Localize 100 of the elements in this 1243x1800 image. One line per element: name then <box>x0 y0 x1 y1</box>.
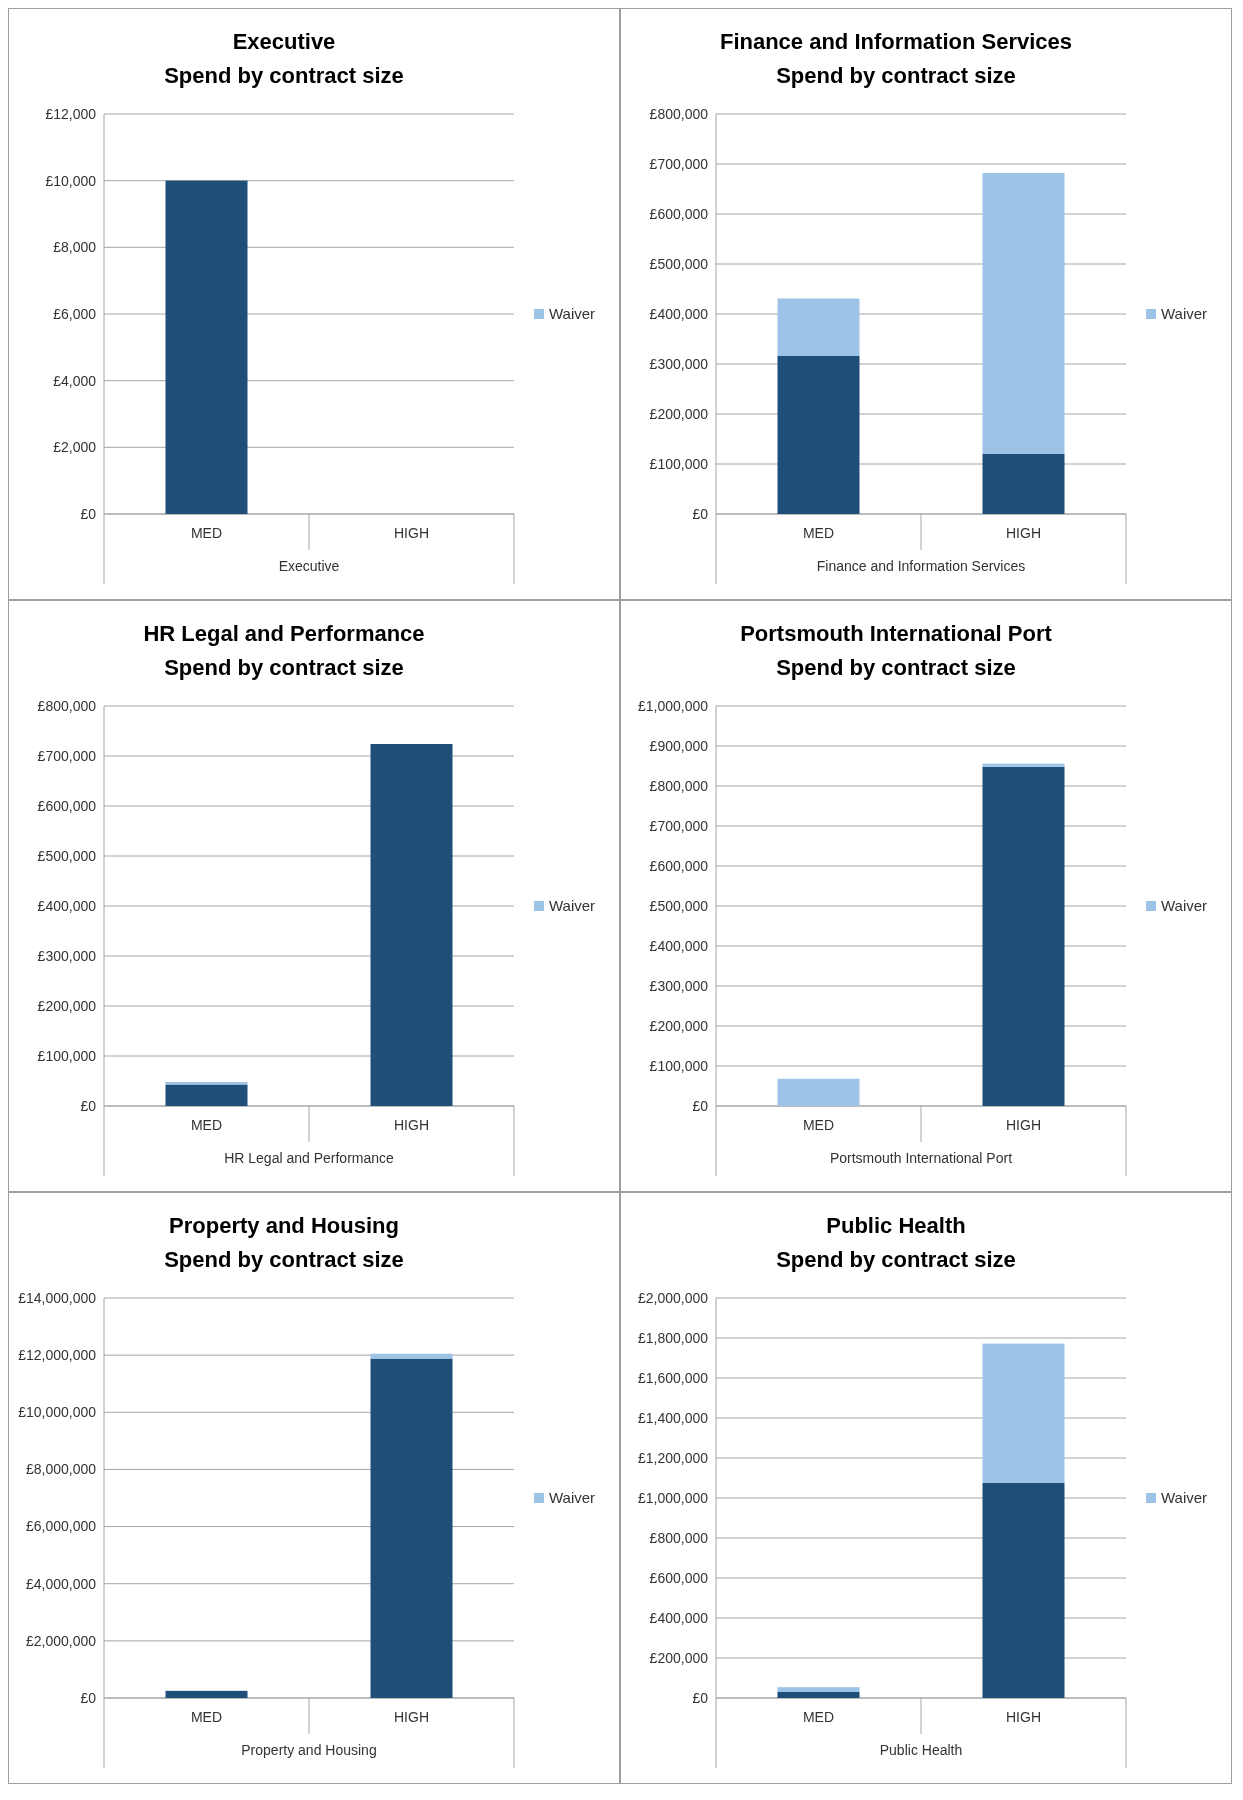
y-tick-label: £0 <box>80 505 97 522</box>
y-tick-label: £8,000 <box>53 239 97 256</box>
y-tick-label: £500,000 <box>649 897 709 914</box>
x-axis-title: Portsmouth International Port <box>829 1150 1013 1166</box>
y-tick-label: £2,000,000 <box>25 1632 97 1649</box>
x-tick-label: MED <box>190 1117 223 1133</box>
x-tick-label: HIGH <box>394 1709 429 1725</box>
chart-subtitle: Spend by contract size <box>776 63 1016 88</box>
x-axis-title: HR Legal and Performance <box>224 1150 395 1166</box>
bar <box>777 1687 860 1692</box>
y-tick-label: £1,200,000 <box>637 1449 709 1466</box>
y-tick-label: £400,000 <box>649 937 709 954</box>
y-tick-label: £100,000 <box>649 1057 709 1074</box>
y-tick-label: £10,000,000 <box>18 1404 97 1421</box>
x-tick-label: MED <box>802 1117 835 1133</box>
bar <box>165 1690 248 1698</box>
chart-title: Public Health <box>826 1213 966 1238</box>
x-axis-title: Public Health <box>879 1742 963 1758</box>
y-tick-label: £0 <box>80 1097 97 1114</box>
bar <box>370 1358 453 1698</box>
x-tick-label: HIGH <box>1006 1709 1041 1725</box>
y-tick-label: £600,000 <box>37 797 97 814</box>
y-tick-label: £4,000 <box>53 372 97 389</box>
bar <box>982 1483 1065 1698</box>
bar <box>777 298 860 356</box>
bar <box>982 454 1065 514</box>
y-tick-label: £1,400,000 <box>637 1409 709 1426</box>
x-tick-label: HIGH <box>394 1117 429 1133</box>
bar <box>982 1343 1065 1483</box>
y-tick-label: £200,000 <box>649 405 709 422</box>
y-tick-label: £1,600,000 <box>637 1369 709 1386</box>
y-tick-label: £600,000 <box>649 205 709 222</box>
y-tick-label: £100,000 <box>37 1047 97 1064</box>
y-tick-label: £100,000 <box>649 455 709 472</box>
y-tick-label: £300,000 <box>649 977 709 994</box>
chart-subtitle: Spend by contract size <box>776 1247 1016 1272</box>
y-tick-label: £800,000 <box>649 105 709 122</box>
x-tick-label: MED <box>190 525 223 541</box>
y-tick-label: £400,000 <box>649 305 709 322</box>
y-tick-label: £800,000 <box>649 777 709 794</box>
bar <box>165 1082 248 1085</box>
y-tick-label: £2,000 <box>53 439 97 456</box>
chart-subtitle: Spend by contract size <box>164 655 404 680</box>
chart-subtitle: Spend by contract size <box>164 63 404 88</box>
x-tick-label: HIGH <box>394 525 429 541</box>
legend-label: Waiver <box>1161 305 1208 323</box>
y-tick-label: £600,000 <box>649 1569 709 1586</box>
y-tick-label: £12,000 <box>45 105 97 122</box>
y-tick-label: £10,000 <box>45 172 97 189</box>
y-tick-label: £600,000 <box>649 857 709 874</box>
x-tick-label: HIGH <box>1006 1117 1041 1133</box>
chart-title: Property and Housing <box>169 1213 399 1238</box>
y-tick-label: £1,000,000 <box>637 1489 709 1506</box>
chart-subtitle: Spend by contract size <box>776 655 1016 680</box>
x-tick-label: MED <box>802 1709 835 1725</box>
x-axis-title: Finance and Information Services <box>816 558 1026 574</box>
y-tick-label: £0 <box>692 505 709 522</box>
bar <box>777 1078 860 1106</box>
x-axis-title: Executive <box>278 558 340 574</box>
bar <box>982 766 1065 1106</box>
y-tick-label: £0 <box>80 1689 97 1706</box>
y-tick-label: £400,000 <box>649 1609 709 1626</box>
legend-label: Waiver <box>1161 1489 1208 1507</box>
x-tick-label: MED <box>802 525 835 541</box>
y-tick-label: £2,000,000 <box>637 1289 709 1306</box>
y-tick-label: £0 <box>692 1689 709 1706</box>
chart-title: HR Legal and Performance <box>143 621 425 646</box>
bar <box>777 1692 860 1698</box>
chart-title: Finance and Information Services <box>719 29 1073 54</box>
legend-label: Waiver <box>1161 897 1208 915</box>
y-tick-label: £1,800,000 <box>637 1329 709 1346</box>
y-tick-label: £4,000,000 <box>25 1575 97 1592</box>
y-tick-label: £500,000 <box>649 255 709 272</box>
legend-label: Waiver <box>549 1489 596 1507</box>
y-tick-label: £800,000 <box>37 697 97 714</box>
bar <box>982 173 1065 454</box>
bar <box>370 744 453 1106</box>
y-tick-label: £800,000 <box>649 1529 709 1546</box>
y-tick-label: £700,000 <box>649 155 709 172</box>
chart-subtitle: Spend by contract size <box>164 1247 404 1272</box>
y-tick-label: £14,000,000 <box>18 1289 97 1306</box>
bar <box>982 763 1065 767</box>
bar <box>370 1353 453 1359</box>
x-axis-title: Property and Housing <box>241 1742 377 1758</box>
y-tick-label: £1,000,000 <box>637 697 709 714</box>
y-tick-label: £0 <box>692 1097 709 1114</box>
y-tick-label: £300,000 <box>649 355 709 372</box>
legend-label: Waiver <box>549 897 596 915</box>
y-tick-label: £12,000,000 <box>18 1347 97 1364</box>
chart-title: Portsmouth International Port <box>740 621 1053 646</box>
y-tick-label: £200,000 <box>649 1017 709 1034</box>
y-tick-label: £6,000,000 <box>25 1518 97 1535</box>
bar <box>777 356 860 514</box>
x-tick-label: MED <box>190 1709 223 1725</box>
y-tick-label: £300,000 <box>37 947 97 964</box>
x-tick-label: HIGH <box>1006 525 1041 541</box>
y-tick-label: £200,000 <box>37 997 97 1014</box>
y-tick-label: £6,000 <box>53 305 97 322</box>
y-tick-label: £200,000 <box>649 1649 709 1666</box>
y-tick-label: £8,000,000 <box>25 1461 97 1478</box>
